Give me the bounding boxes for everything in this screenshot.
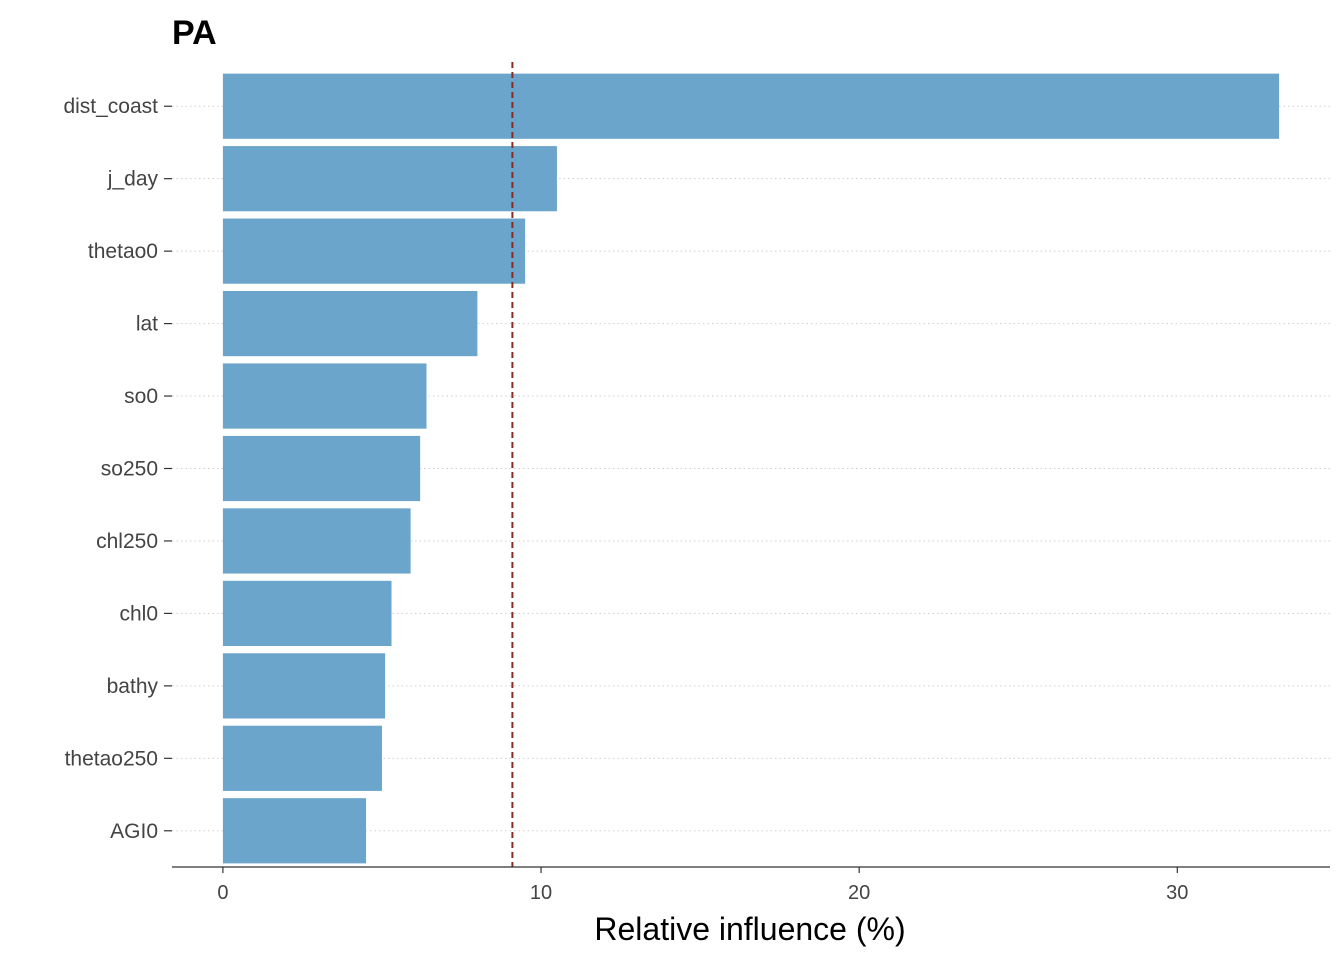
bar-chl250 bbox=[222, 508, 411, 574]
y-tick-label: thetao250 bbox=[65, 747, 158, 770]
bar-so0 bbox=[222, 363, 427, 429]
bar-lat bbox=[222, 290, 478, 357]
axes bbox=[164, 105, 1330, 873]
x-tick-label: 10 bbox=[530, 882, 552, 904]
chart-title: PA bbox=[172, 14, 217, 52]
bar-so250 bbox=[222, 435, 421, 502]
bar-thetao0 bbox=[222, 218, 526, 284]
bar-bathy bbox=[222, 653, 386, 719]
y-tick-label: so250 bbox=[101, 458, 158, 481]
y-tick-label: thetao0 bbox=[88, 240, 158, 263]
bar-chl0 bbox=[222, 580, 392, 647]
y-tick-label: AGI0 bbox=[110, 820, 158, 843]
y-tick-label: lat bbox=[136, 313, 158, 336]
y-tick-label: bathy bbox=[107, 675, 159, 698]
bar-thetao250 bbox=[222, 725, 382, 791]
bar-dist_coast bbox=[222, 73, 1280, 139]
x-tick-label: 0 bbox=[217, 882, 228, 904]
bar-AGI0 bbox=[222, 798, 367, 864]
x-axis-title: Relative influence (%) bbox=[594, 911, 905, 947]
y-tick-label: so0 bbox=[124, 385, 158, 408]
y-tick-label: chl250 bbox=[96, 530, 158, 553]
y-tick-label: dist_coast bbox=[63, 95, 158, 118]
y-tick-label: j_day bbox=[107, 168, 159, 191]
y-axis-labels: dist_coast j_day thetao0 lat so0 so250 chl250 c… bbox=[63, 95, 158, 843]
bars bbox=[222, 73, 1280, 864]
y-tick-label: chl0 bbox=[119, 602, 158, 625]
bar-j_day bbox=[222, 146, 557, 212]
x-tick-label: 30 bbox=[1166, 882, 1188, 904]
x-tick-label: 20 bbox=[848, 882, 870, 904]
x-axis-labels: 0 10 20 30 bbox=[217, 882, 1188, 904]
